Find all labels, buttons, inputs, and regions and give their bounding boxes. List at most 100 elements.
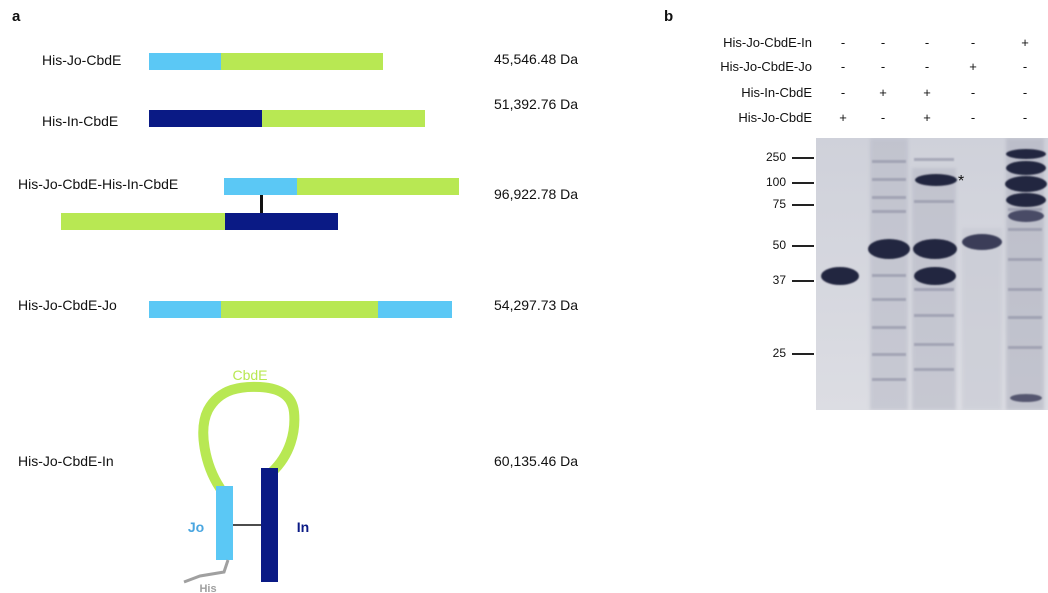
sign-cell: + [923,85,931,100]
construct-mass-his-jo-cbde-jo: 54,297.73 Da [494,297,579,313]
minor-band [1008,258,1042,261]
cbde-domain-bar [297,178,459,195]
his-label: His [199,583,216,593]
sign-cell: - [1022,110,1028,125]
marker-tick [792,353,814,355]
minor-band [872,298,906,301]
sds-page-gel: * [816,138,1048,410]
band-his-jo-cbde [821,267,859,285]
minor-band [914,343,954,346]
jo-domain-bar [149,53,221,70]
marker-tick [792,182,814,184]
row-label-his-jo-cbde-jo: His-Jo-CbdE-Jo [720,59,812,74]
minor-band [914,288,954,291]
sign-cell: - [840,59,846,74]
in-label: In [297,519,309,535]
construct-mass-his-in-cbde: 51,392.76 Da [494,96,579,112]
minor-band [872,196,906,199]
cbde-domain-bar [262,110,425,127]
marker-tick [792,204,814,206]
sign-cell: - [880,59,886,74]
minor-band [872,210,906,213]
sign-cell: - [1022,59,1028,74]
marker-250: 250 [765,150,786,164]
sign-cell: - [840,85,846,100]
sign-cell: - [970,85,976,100]
band-his-jo-cbde [914,267,956,285]
cbde-loop [198,381,300,493]
minor-band [1008,208,1042,211]
band-his-jo-cbde-in [1005,176,1047,192]
band-his-jo-cbde-in [1006,149,1046,159]
construct-label-his-jo-cbde-jo: His-Jo-CbdE-Jo [18,297,117,313]
marker-tick [792,157,814,159]
sign-cell: - [1022,85,1028,100]
loop-construct-diagram: CbdE Jo In His [183,367,309,593]
jo-domain-bar [149,301,221,318]
his-tag [183,559,230,584]
sign-cell: + [969,59,977,74]
lane-smear [962,228,1002,410]
band-his-in-cbde [868,239,910,259]
minor-band [914,158,954,161]
cbde-domain-bar [61,213,225,230]
in-domain-block [261,468,278,582]
row-label-his-jo-cbde: His-Jo-CbdE [738,110,812,125]
jo-label: Jo [188,519,204,535]
minor-band [914,368,954,371]
band-complex [915,174,957,186]
construct-mass-his-jo-cbde-in: 60,135.46 Da [494,453,579,469]
minor-band [1008,346,1042,349]
band-his-jo-cbde-in [1008,210,1044,222]
in-domain-bar [149,110,262,127]
construct-label-complex: His-Jo-CbdE-His-In-CbdE [18,176,179,192]
construct-label-his-jo-cbde: His-Jo-CbdE [42,52,122,68]
panel-a-letter: a [12,8,21,25]
marker-37: 37 [772,273,786,287]
sign-cell: + [879,85,887,100]
sign-cell: - [840,35,846,50]
band-his-jo-cbde-in [1006,161,1046,175]
panel-b-letter: b [664,8,674,25]
marker-75: 75 [772,197,786,211]
sign-cell: - [970,110,976,125]
minor-band [872,326,906,329]
sign-cell: + [1021,35,1029,50]
marker-tick [792,245,814,247]
marker-tick [792,280,814,282]
band-his-in-cbde [913,239,957,259]
row-label-his-jo-cbde-in: His-Jo-CbdE-In [723,35,812,50]
band-his-jo-cbde-in [1006,193,1046,207]
sign-cell: - [970,35,976,50]
jo-domain-bar [378,301,452,318]
jo-domain-bar [224,178,297,195]
in-domain-bar [225,213,338,230]
sign-cell: - [880,110,886,125]
minor-band [872,378,906,381]
jo-domain-block [216,486,233,560]
minor-band [1008,228,1042,231]
construct-mass-his-jo-cbde: 45,546.48 Da [494,51,579,67]
cbde-domain-bar [221,53,383,70]
minor-band [914,200,954,203]
minor-band [1008,288,1042,291]
sign-cell: + [923,110,931,125]
construct-label-his-in-cbde: His-In-CbdE [42,113,119,129]
cbde-domain-bar [221,301,378,318]
minor-band [872,353,906,356]
sign-cell: + [839,110,847,125]
star-marker: * [958,173,964,190]
band-his-jo-cbde-jo [962,234,1002,250]
sign-cell: - [924,35,930,50]
sign-cell: - [880,35,886,50]
construct-mass-complex: 96,922.78 Da [494,186,579,202]
minor-band [1008,316,1042,319]
marker-100: 100 [765,175,786,189]
minor-band [914,314,954,317]
minor-band [872,160,906,163]
band-his-jo-cbde-in [1010,394,1042,402]
minor-band [872,178,906,181]
marker-25: 25 [772,346,786,360]
construct-label-his-jo-cbde-in: His-Jo-CbdE-In [18,453,114,469]
cbde-loop-label: CbdE [232,367,267,383]
